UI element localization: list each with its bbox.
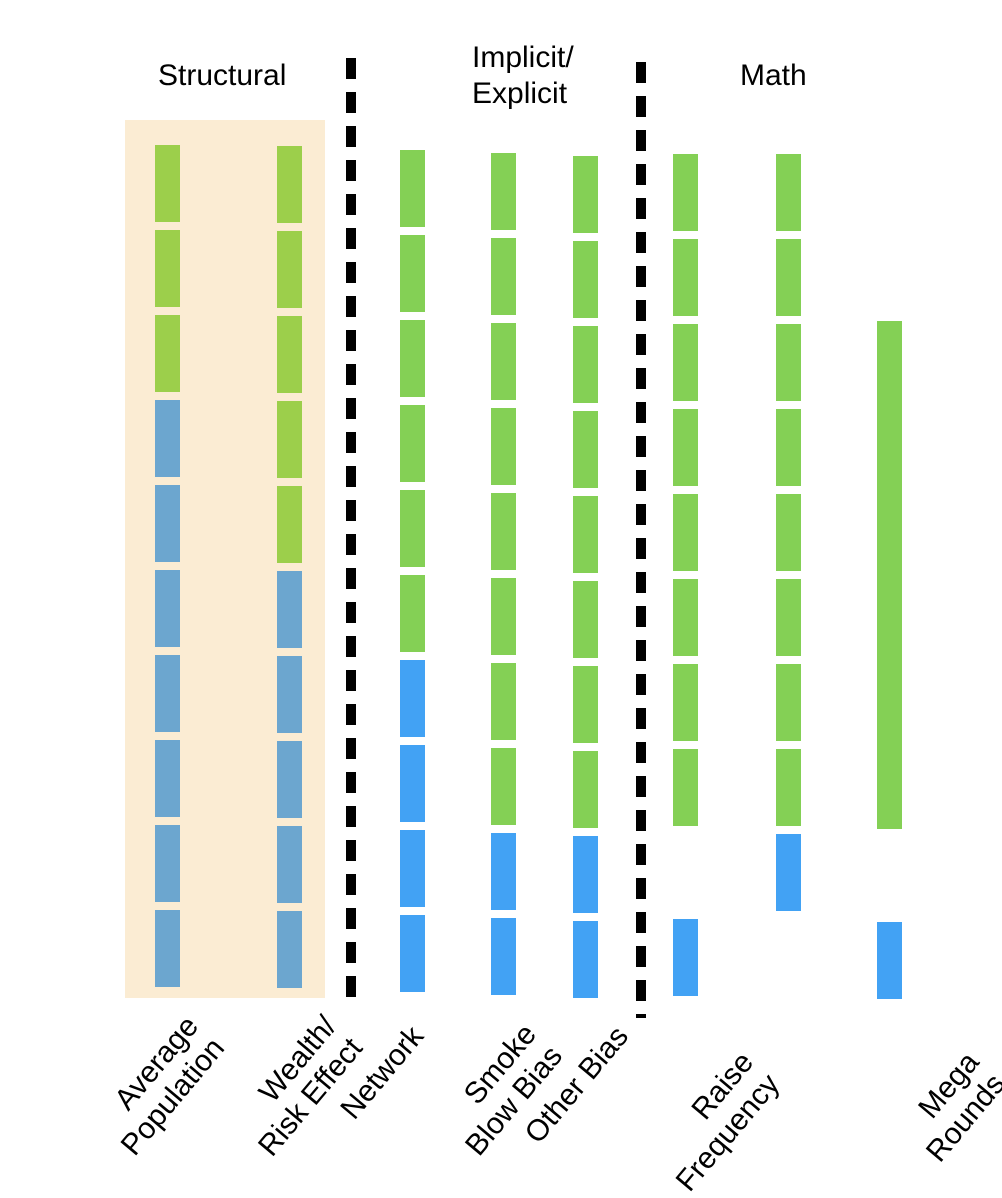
implicit-title-line2: Explicit [472,77,568,110]
green-segment [155,145,180,222]
green-segment [277,316,302,393]
green-segment [776,579,801,656]
green-segment [573,496,598,573]
blue-segment [400,745,425,822]
green-segment [491,238,516,315]
green-segment [155,230,180,307]
green-segment [491,663,516,740]
label-raise-frequency: Raise Frequency [644,1046,787,1198]
green-segment [400,235,425,312]
blue-segment [155,570,180,647]
green-segment [573,156,598,233]
blue-segment [277,656,302,733]
blue-segment [776,834,801,911]
blue-segment [491,918,516,995]
blue-segment [877,922,902,999]
green-segment [776,239,801,316]
label-mega-rounds: Mega Rounds [894,1046,1002,1169]
green-segment [277,401,302,478]
label-average-population: Average Population [89,1010,232,1162]
green-segment [776,749,801,826]
green-segment [155,315,180,392]
implicit-explicit-title: Implicit/ Explicit [472,40,574,112]
green-segment [673,409,698,486]
blue-segment [400,915,425,992]
green-segment [400,320,425,397]
blue-segment [155,740,180,817]
green-segment [573,581,598,658]
math-title: Math [740,59,807,92]
blue-segment [573,921,598,998]
implicit-title-line1: Implicit/ [472,41,574,74]
blue-segment [673,919,698,996]
blue-segment [155,485,180,562]
blue-segment [573,836,598,913]
green-segment [673,154,698,231]
green-segment [491,408,516,485]
green-segment [573,241,598,318]
green-segment [877,321,902,829]
blue-segment [155,910,180,987]
green-segment [491,748,516,825]
green-segment [400,150,425,227]
green-segment [776,664,801,741]
green-segment [573,411,598,488]
blue-segment [155,825,180,902]
green-segment [491,493,516,570]
structural-title: Structural [158,59,287,92]
green-segment [491,578,516,655]
blue-segment [277,571,302,648]
green-segment [491,323,516,400]
blue-segment [491,833,516,910]
green-segment [400,575,425,652]
green-segment [573,666,598,743]
blue-segment [400,830,425,907]
green-segment [673,664,698,741]
blue-segment [277,741,302,818]
green-segment [673,324,698,401]
green-segment [277,486,302,563]
blue-segment [155,655,180,732]
blue-segment [277,911,302,988]
divider-structural-implicit [346,58,356,1010]
green-segment [573,326,598,403]
green-segment [776,409,801,486]
green-segment [673,494,698,571]
green-segment [491,153,516,230]
green-segment [776,324,801,401]
green-segment [573,751,598,828]
blue-segment [277,826,302,903]
green-segment [277,231,302,308]
green-segment [277,146,302,223]
green-segment [400,405,425,482]
green-segment [673,749,698,826]
blue-segment [400,660,425,737]
green-segment [673,579,698,656]
divider-implicit-math [636,62,646,1018]
green-segment [400,490,425,567]
blue-segment [155,400,180,477]
green-segment [776,154,801,231]
green-segment [673,239,698,316]
green-segment [776,494,801,571]
